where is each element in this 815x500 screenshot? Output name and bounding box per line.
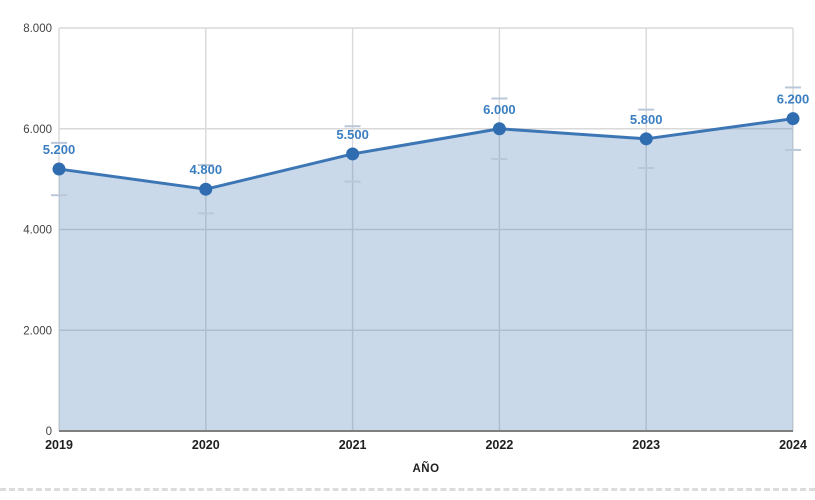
x-tick-label: 2024 bbox=[779, 438, 807, 452]
y-tick-label: 0 bbox=[46, 426, 52, 438]
y-tick-label: 2.000 bbox=[23, 325, 52, 337]
x-tick-label: 2019 bbox=[45, 438, 73, 452]
y-tick-label: 4.000 bbox=[23, 225, 52, 237]
data-point-marker bbox=[492, 122, 506, 136]
data-point-label: 4.800 bbox=[190, 162, 223, 177]
x-tick-label: 2023 bbox=[632, 438, 660, 452]
x-axis-title: AÑO bbox=[412, 463, 440, 475]
x-tick-label: 2020 bbox=[192, 438, 220, 452]
data-point-marker bbox=[639, 132, 653, 146]
area-chart: 5.200 4.800 5.500 6.000 5.800 6.200 0 2.000 4.00… bbox=[23, 23, 810, 452]
area-fill bbox=[59, 118, 793, 432]
data-point-label: 6.000 bbox=[483, 102, 516, 117]
data-point-marker bbox=[786, 112, 800, 126]
data-point-marker bbox=[52, 162, 66, 176]
data-point-label: 5.500 bbox=[336, 127, 369, 142]
trend-line bbox=[58, 117, 794, 191]
data-point-label: 6.200 bbox=[777, 92, 810, 107]
data-point-marker bbox=[346, 147, 360, 161]
x-tick-label: 2021 bbox=[339, 438, 367, 452]
data-point-label: 5.200 bbox=[43, 142, 76, 157]
data-point-marker bbox=[199, 182, 213, 196]
y-tick-label: 6.000 bbox=[23, 124, 52, 136]
x-tick-label: 2022 bbox=[485, 438, 513, 452]
y-tick-label: 8.000 bbox=[23, 23, 52, 35]
page-edge-dashed-line bbox=[0, 488, 815, 491]
data-point-label: 5.800 bbox=[630, 112, 663, 127]
